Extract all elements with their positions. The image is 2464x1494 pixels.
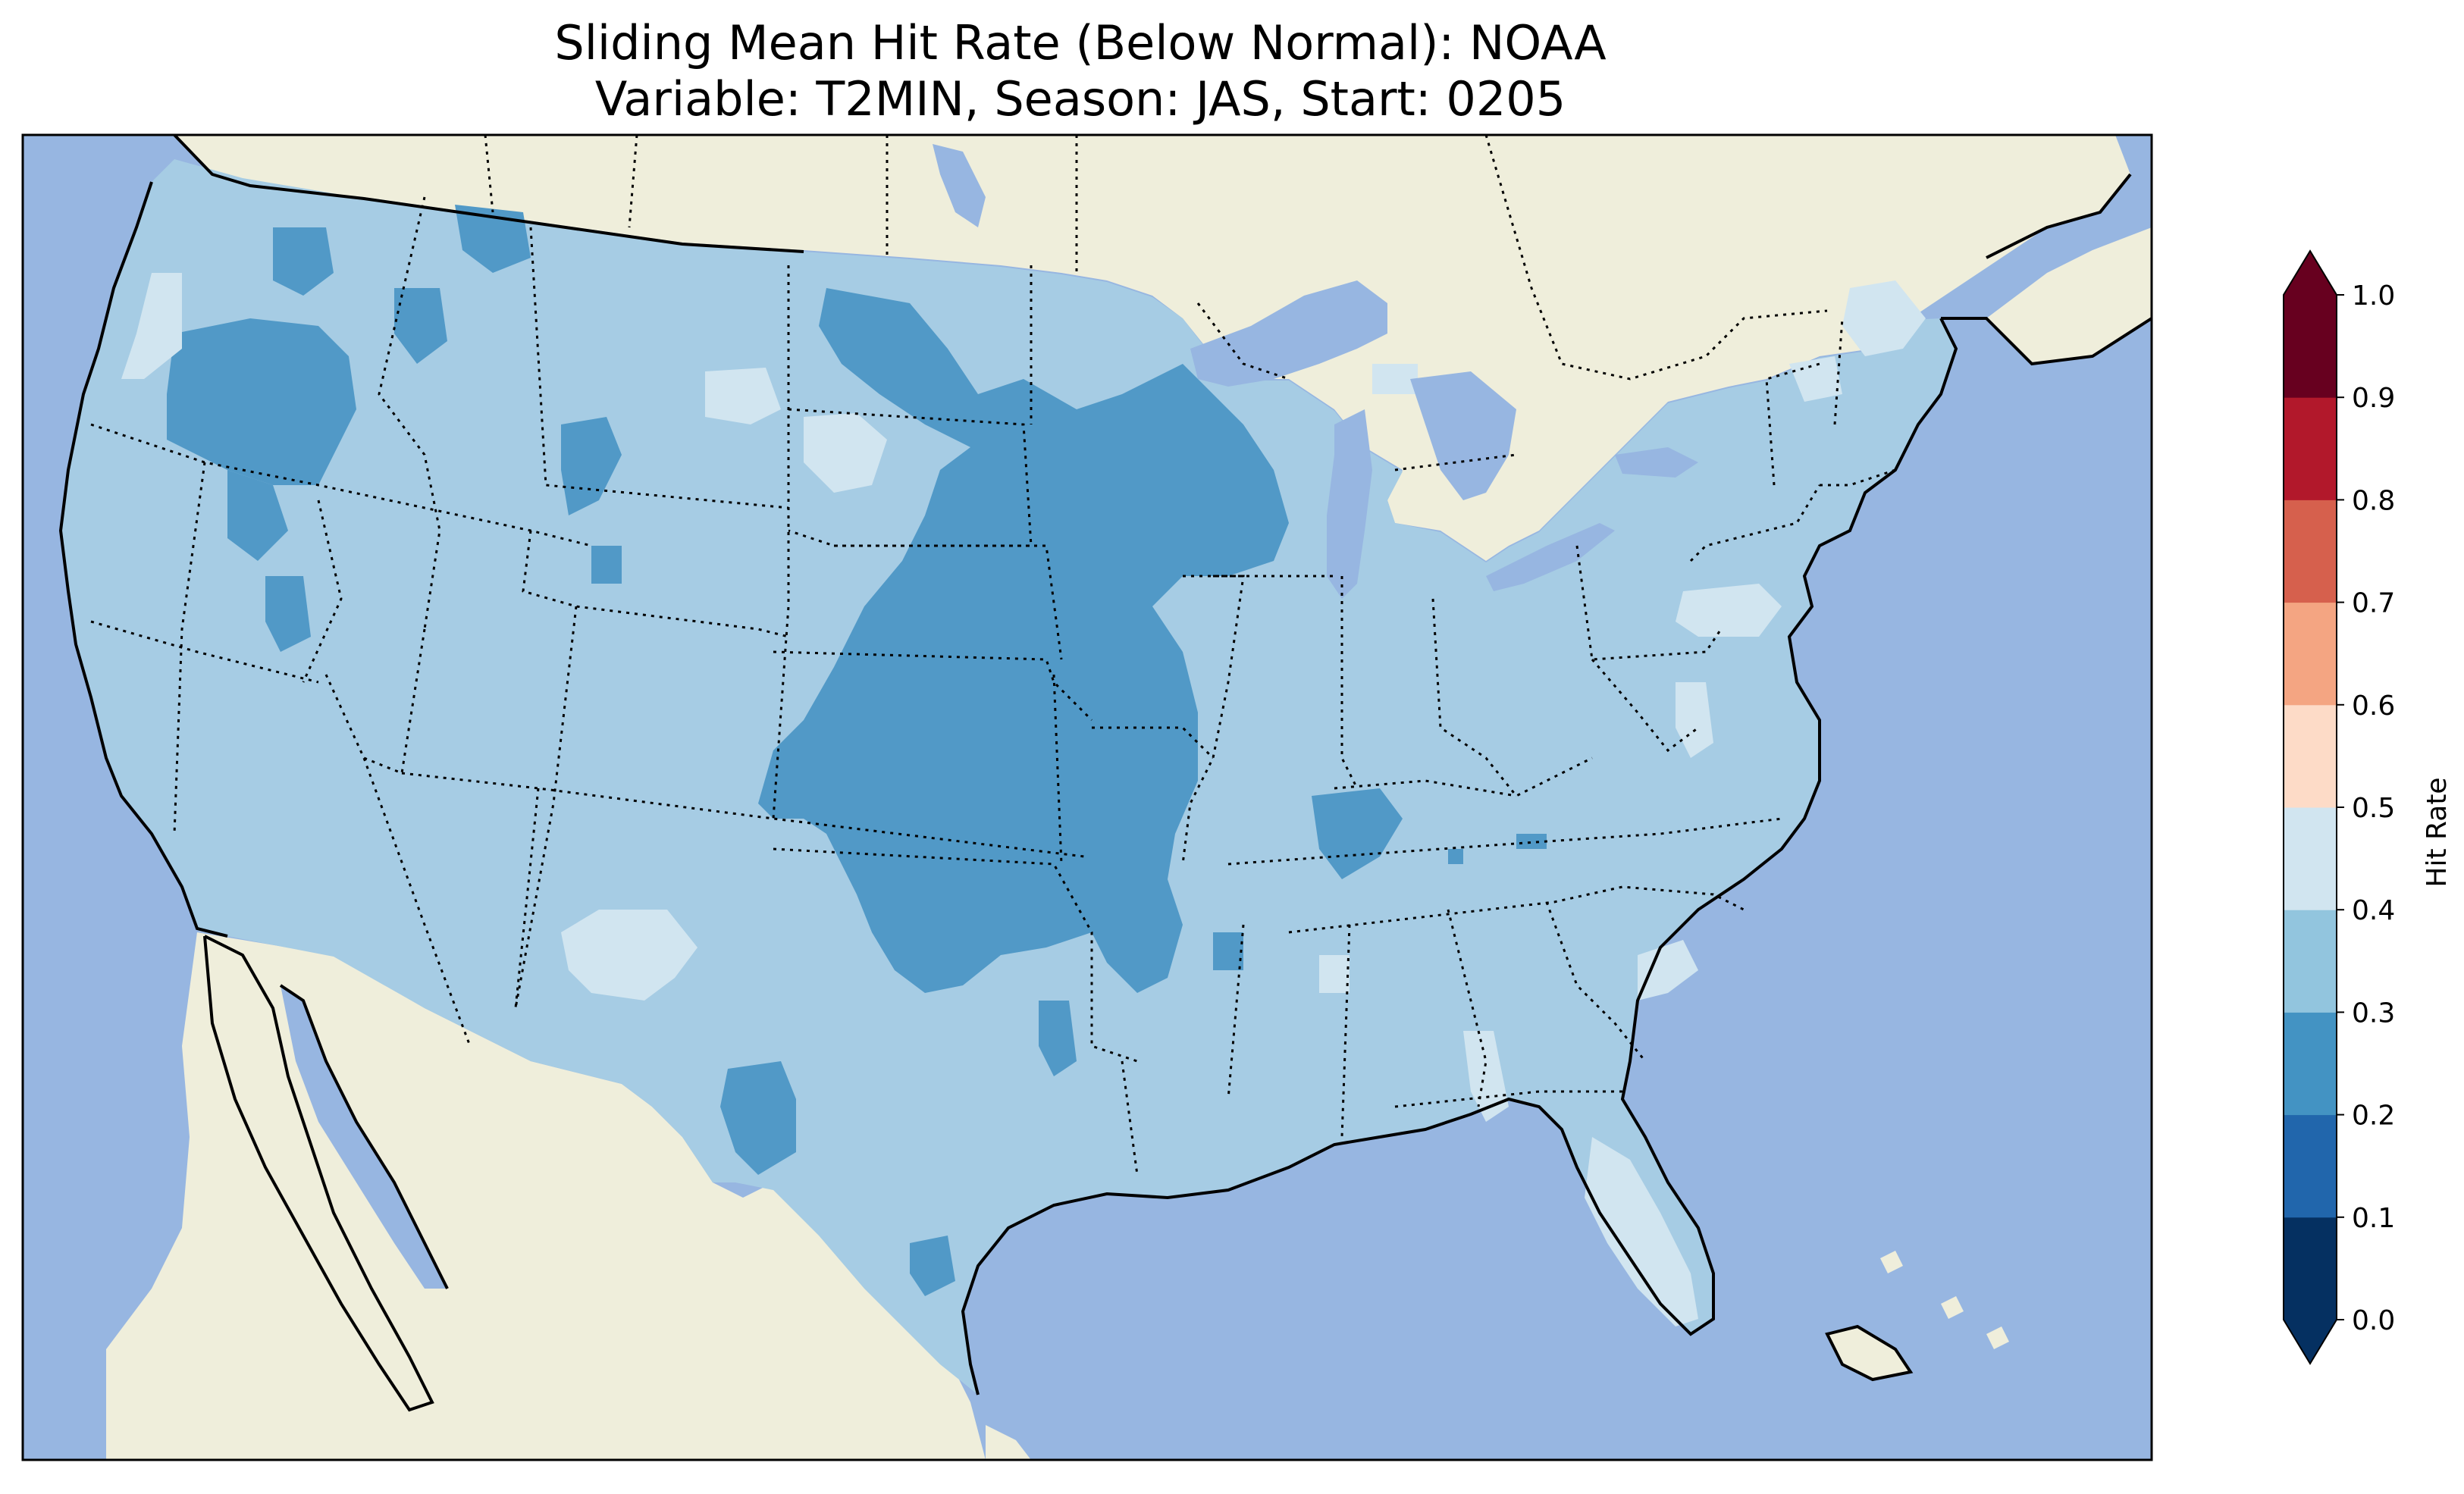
bahamas-islands: [1880, 1251, 2009, 1349]
colorbar-bin-8: [2284, 397, 2337, 500]
lake-huron: [1410, 371, 1516, 500]
great-lakes: [933, 144, 1698, 599]
heatmap-class-0.2-0.3: [167, 205, 1547, 1296]
map-frame: [21, 133, 2153, 1461]
colorbar-tick-label: 0.6: [2352, 691, 2395, 722]
colorbar-label: Hit Rate: [2422, 777, 2453, 887]
state-borders: [90, 196, 1896, 1176]
colorbar-tick-label: 0.0: [2352, 1305, 2395, 1336]
colorbar-bin-4: [2284, 807, 2337, 910]
lake-ontario: [1615, 447, 1698, 478]
colorbar-tick-label: 0.7: [2352, 588, 2395, 619]
colorbar-tick-label: 0.2: [2352, 1101, 2395, 1132]
baja-peninsula: [205, 936, 432, 1410]
coastlines: [58, 135, 2152, 1412]
colorbar-tick-label: 0.8: [2352, 485, 2395, 516]
canada-landmass: [174, 135, 2130, 561]
colorbar-bin-7: [2284, 500, 2337, 603]
colorbar-bin-6: [2284, 602, 2337, 706]
colorbar-bin-9: [2284, 295, 2337, 398]
colorbar-bin-1: [2284, 1114, 2337, 1218]
lake-erie: [1486, 523, 1615, 591]
colorbar-bin-2: [2284, 1012, 2337, 1116]
colorbar-tick-label: 0.5: [2352, 793, 2395, 824]
lake-michigan: [1327, 409, 1372, 599]
colorbar-tick-label: 1.0: [2352, 280, 2395, 312]
title-line-1: Sliding Mean Hit Rate (Below Normal): NO…: [554, 15, 1607, 70]
colorbar-extend-high: [2284, 251, 2337, 295]
lake-superior: [1190, 280, 1387, 387]
colorbar-tick-label: 0.3: [2352, 998, 2395, 1029]
gulf-of-california: [281, 985, 447, 1289]
colorbar-tick-label: 0.1: [2352, 1203, 2395, 1234]
title-line-2: Variable: T2MIN, Season: JAS, Start: 020…: [594, 71, 1566, 127]
lake-winnipeg: [933, 144, 986, 227]
colorbar-boxes: [2283, 249, 2337, 1365]
colorbar-tick-label: 0.4: [2352, 895, 2395, 926]
colorbar-bin-5: [2284, 704, 2337, 808]
maritimes-landmass: [1986, 227, 2152, 364]
yucatan-landmass: [986, 1425, 1031, 1460]
colorbar-bin-0: [2284, 1217, 2337, 1320]
province-borders: [484, 135, 1828, 381]
colorbar-bin-3: [2284, 910, 2337, 1013]
chart-title: Sliding Mean Hit Rate (Below Normal): NO…: [23, 15, 2138, 127]
heatmap-class-0.4-0.5: [121, 273, 1926, 1326]
colorbar-ticks: 0.0 0.1 0.2 0.3 0.4 0.5 0.6 0.7 0.8 0.9 1.0: [2337, 280, 2395, 1336]
colorbar-tick-label: 0.9: [2352, 383, 2395, 414]
colorbar-extend-low: [2284, 1320, 2337, 1364]
